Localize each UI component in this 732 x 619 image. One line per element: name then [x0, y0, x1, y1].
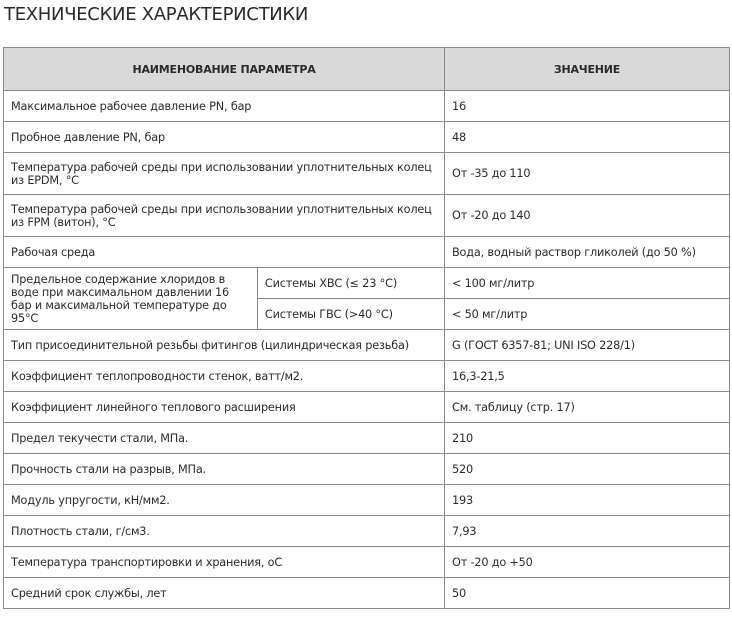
header-row: НАИМЕНОВАНИЕ ПАРАМЕТРА ЗНАЧЕНИЕ	[3, 47, 730, 91]
table-row: Пробное давление PN, бар 48	[3, 121, 730, 153]
table-row: Температура рабочей среды при использова…	[3, 152, 730, 195]
table-row: Прочность стали на разрыв, МПа. 520	[3, 453, 730, 485]
parameter-cell: Температура рабочей среды при использова…	[3, 152, 445, 195]
table-row: Предельное содержание хлоридов в воде пр…	[3, 267, 730, 330]
parameter-cell: Температура рабочей среды при использова…	[3, 194, 445, 237]
parameter-cell: Пробное давление PN, бар	[3, 121, 445, 153]
table-row: Предел текучести стали, МПа. 210	[3, 422, 730, 454]
value-cell: 520	[444, 453, 730, 485]
value-cell: 16	[444, 90, 730, 122]
header-parameter: НАИМЕНОВАНИЕ ПАРАМЕТРА	[3, 47, 445, 91]
value-cell: < 50 мг/литр	[444, 298, 730, 330]
header-value: ЗНАЧЕНИЕ	[444, 47, 730, 91]
value-cell: < 100 мг/литр	[444, 267, 730, 299]
value-cell: G (ГОСТ 6357-81; UNI ISO 228/1)	[444, 329, 730, 361]
table-row: Системы ГВС (>40 °С) < 50 мг/литр	[4, 298, 730, 330]
value-cell: 50	[444, 577, 730, 609]
value-cell: См. таблицу (стр. 17)	[444, 391, 730, 423]
parameter-cell: Прочность стали на разрыв, МПа.	[3, 453, 445, 485]
parameter-cell: Модуль упругости, кН/мм2.	[3, 484, 445, 516]
table-row: Максимальное рабочее давление PN, бар 16	[3, 90, 730, 122]
table-row: Модуль упругости, кН/мм2. 193	[3, 484, 730, 516]
table-row: Температура рабочей среды при использова…	[3, 194, 730, 237]
parameter-cell: Предел текучести стали, МПа.	[3, 422, 445, 454]
value-cell: 48	[444, 121, 730, 153]
value-cell: 210	[444, 422, 730, 454]
parameter-cell: Плотность стали, г/см3.	[3, 515, 445, 547]
table-row: Коэффициент теплопроводности стенок, ват…	[3, 360, 730, 392]
parameter-cell: Коэффициент линейного теплового расширен…	[3, 391, 445, 423]
parameter-cell: Температура транспортировки и хранения, …	[3, 546, 445, 578]
parameter-cell: Предельное содержание хлоридов в воде пр…	[3, 267, 258, 330]
sub-parameter-cell: Системы ХВС (≤ 23 °С)	[256, 267, 446, 299]
table-row: Температура транспортировки и хранения, …	[3, 546, 730, 578]
value-cell: От -20 до +50	[444, 546, 730, 578]
value-cell: От -20 до 140	[444, 194, 730, 237]
table-row: Средний срок службы, лет 50	[3, 577, 730, 609]
parameter-cell: Тип присоединительной резьбы фитингов (ц…	[3, 329, 445, 361]
parameter-cell: Максимальное рабочее давление PN, бар	[3, 90, 445, 122]
specs-table: НАИМЕНОВАНИЕ ПАРАМЕТРА ЗНАЧЕНИЕ Максимал…	[3, 47, 730, 609]
parameter-cell: Средний срок службы, лет	[3, 577, 445, 609]
page-title: ТЕХНИЧЕСКИЕ ХАРАКТЕРИСТИКИ	[4, 4, 309, 25]
table-row: Рабочая среда Вода, водный раствор гликол…	[3, 236, 730, 268]
value-cell: 16,3-21,5	[444, 360, 730, 392]
sub-parameter-cell: Системы ГВС (>40 °С)	[256, 298, 446, 330]
value-cell: 7,93	[444, 515, 730, 547]
table-row: Плотность стали, г/см3. 7,93	[3, 515, 730, 547]
parameter-cell: Коэффициент теплопроводности стенок, ват…	[3, 360, 445, 392]
parameter-cell: Рабочая среда	[3, 236, 445, 268]
table-row: Коэффициент линейного теплового расширен…	[3, 391, 730, 423]
table-row: Тип присоединительной резьбы фитингов (ц…	[3, 329, 730, 361]
value-cell: 193	[444, 484, 730, 516]
value-cell: От -35 до 110	[444, 152, 730, 195]
value-cell: Вода, водный раствор гликолей (до 50 %)	[444, 236, 730, 268]
